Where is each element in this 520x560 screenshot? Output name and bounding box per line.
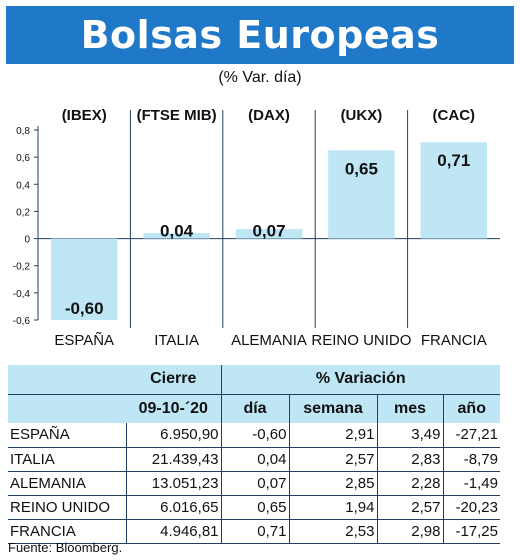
- table-header-blank: [8, 365, 126, 395]
- table-row: ITALIA 21.439,43 0,04 2,57 2,83 -8,79: [8, 447, 500, 472]
- row-country: ESPAÑA: [8, 423, 126, 448]
- y-tick-label: 0,2: [16, 207, 30, 218]
- bar-chart: -0,6 -0,4 -0,2 0 0,2 0,4 0,6 0,8 -0,60 (IBEX) ESPA…: [13, 107, 500, 349]
- index-label: (FTSE MIB): [137, 107, 217, 124]
- row-ano: -17,25: [442, 519, 500, 544]
- category-label: ESPAÑA: [54, 332, 114, 349]
- table-subheader-ano: año: [442, 394, 500, 423]
- y-tick-label: 0,8: [16, 126, 30, 137]
- table-header-cierre: Cierre: [126, 365, 221, 395]
- bar: [50, 238, 118, 320]
- bar: [328, 150, 395, 239]
- bar: [143, 233, 210, 239]
- row-ano: -20,23: [442, 495, 500, 520]
- y-tick-label: -0,4: [13, 289, 31, 300]
- row-dia: 0,04: [220, 447, 289, 472]
- table-subheader-blank: [8, 394, 126, 423]
- table-subheader-date: 09-10-´20: [126, 394, 221, 423]
- table-row: ALEMANIA 13.051,23 0,07 2,85 2,28 -1,49: [8, 471, 500, 496]
- row-mes: 2,57: [376, 495, 443, 520]
- table-subheader-semana: semana: [288, 394, 377, 423]
- y-tick-label: -0,6: [13, 316, 31, 327]
- category-label: FRANCIA: [421, 332, 487, 349]
- y-tick-label: 0,4: [16, 180, 30, 191]
- y-tick-label: 0,6: [16, 153, 30, 164]
- data-table: Cierre % Variación 09-10-´20 día semana …: [8, 365, 500, 544]
- bar-value-label: 0,04: [160, 222, 194, 241]
- table-row: ESPAÑA 6.950,90 -0,60 2,91 3,49 -27,21: [8, 423, 500, 448]
- row-cierre: 4.946,81: [125, 519, 221, 544]
- row-ano: -27,21: [442, 423, 500, 448]
- row-country: REINO UNIDO: [8, 495, 126, 520]
- row-dia: 0,71: [220, 519, 289, 544]
- category-label: ALEMANIA: [231, 332, 307, 349]
- row-dia: 0,07: [220, 471, 289, 496]
- row-dia: -0,60: [220, 423, 289, 448]
- table-row: REINO UNIDO 6.016,65 0,65 1,94 2,57 -20,…: [8, 495, 500, 520]
- category-label: ITALIA: [154, 332, 199, 349]
- bar: [420, 142, 488, 239]
- index-label: (IBEX): [62, 107, 107, 124]
- index-label: (CAC): [433, 107, 476, 124]
- row-cierre: 21.439,43: [125, 447, 221, 472]
- row-mes: 3,49: [376, 423, 443, 448]
- source-note: Fuente: Bloomberg.: [8, 540, 123, 555]
- bar-value-label: 0,71: [437, 151, 470, 170]
- row-mes: 2,28: [376, 471, 443, 496]
- bar-value-label: 0,65: [345, 159, 378, 178]
- y-tick-label: 0: [24, 235, 30, 246]
- table-header-variacion: % Variación: [220, 365, 500, 395]
- row-country: ITALIA: [8, 447, 126, 472]
- title-banner: Bolsas Europeas: [6, 6, 514, 64]
- y-tick-label: -0,2: [13, 262, 31, 273]
- row-cierre: 6.950,90: [125, 423, 221, 448]
- row-semana: 2,53: [288, 519, 377, 544]
- bar-value-label: -0,60: [65, 299, 104, 318]
- row-country: ALEMANIA: [8, 471, 126, 496]
- row-semana: 2,85: [288, 471, 377, 496]
- row-semana: 1,94: [288, 495, 377, 520]
- bar: [235, 229, 303, 239]
- row-semana: 2,57: [288, 447, 377, 472]
- category-label: REINO UNIDO: [311, 332, 411, 349]
- chart-subtitle: (% Var. día): [218, 69, 302, 86]
- bar-value-label: 0,07: [252, 222, 285, 241]
- row-dia: 0,65: [220, 495, 289, 520]
- page-title: Bolsas Europeas: [80, 13, 440, 57]
- row-ano: -8,79: [442, 447, 500, 472]
- row-mes: 2,83: [376, 447, 443, 472]
- table-subheader-mes: mes: [376, 394, 443, 423]
- row-country: FRANCIA: [8, 519, 126, 544]
- table-row: FRANCIA 4.946,81 0,71 2,53 2,98 -17,25: [8, 519, 500, 544]
- row-semana: 2,91: [288, 423, 377, 448]
- table-subheader-dia: día: [220, 394, 289, 423]
- row-mes: 2,98: [376, 519, 443, 544]
- index-label: (DAX): [248, 107, 290, 124]
- row-ano: -1,49: [442, 471, 500, 496]
- row-cierre: 13.051,23: [125, 471, 221, 496]
- row-cierre: 6.016,65: [125, 495, 221, 520]
- index-label: (UKX): [341, 107, 383, 124]
